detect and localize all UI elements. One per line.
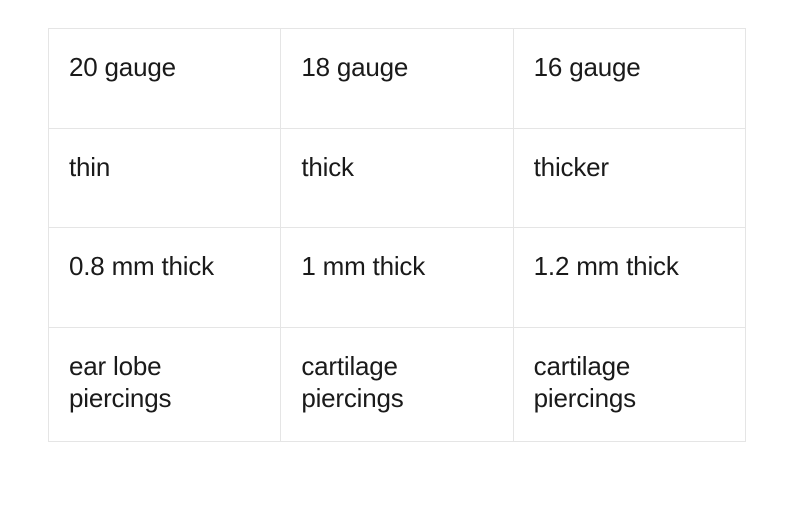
table-cell: cartilage piercings: [281, 327, 513, 441]
table-cell: 1 mm thick: [281, 228, 513, 328]
table-cell: 16 gauge: [513, 29, 745, 129]
table-cell: thicker: [513, 128, 745, 228]
table-row: ear lobe piercings cartilage piercings c…: [49, 327, 746, 441]
table-cell: 20 gauge: [49, 29, 281, 129]
table-row: 0.8 mm thick 1 mm thick 1.2 mm thick: [49, 228, 746, 328]
table-cell: 18 gauge: [281, 29, 513, 129]
table-row: 20 gauge 18 gauge 16 gauge: [49, 29, 746, 129]
table-cell: cartilage piercings: [513, 327, 745, 441]
table-cell: ear lobe piercings: [49, 327, 281, 441]
table-cell: 1.2 mm thick: [513, 228, 745, 328]
table-cell: thick: [281, 128, 513, 228]
table-row: thin thick thicker: [49, 128, 746, 228]
table-cell: thin: [49, 128, 281, 228]
gauge-comparison-table: 20 gauge 18 gauge 16 gauge thin thick th…: [48, 28, 746, 442]
table-cell: 0.8 mm thick: [49, 228, 281, 328]
